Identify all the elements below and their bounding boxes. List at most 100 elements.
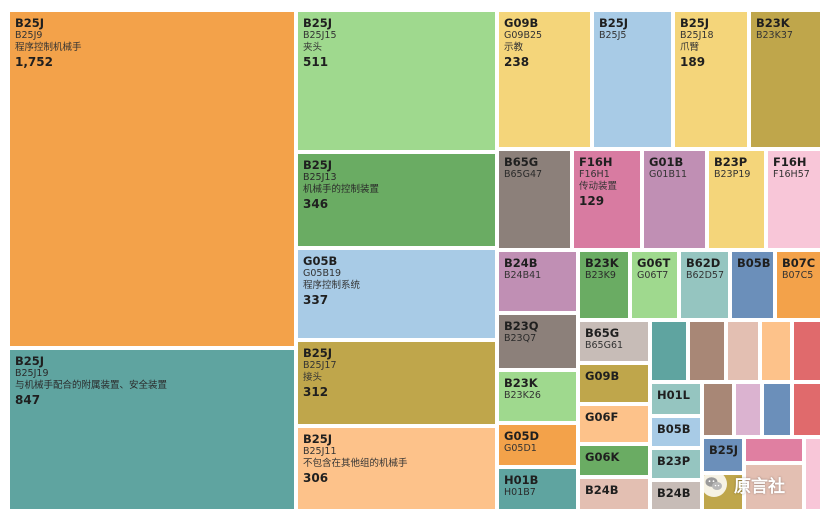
treemap-cell: B65G B65G61 (578, 320, 650, 363)
cell-value: 312 (303, 385, 329, 399)
treemap-cell (744, 437, 804, 463)
treemap-cell (650, 320, 688, 382)
cell-code-label: B23P19 (714, 169, 751, 180)
cell-value: 238 (504, 55, 530, 69)
cell-group-label: B24B (585, 483, 619, 497)
treemap-cell (702, 382, 734, 437)
treemap-cell: B24B (650, 480, 702, 511)
cell-code-label: G05B19 (303, 268, 342, 279)
cell-code-label: F16H57 (773, 169, 810, 180)
cell-group-label: B24B (657, 486, 691, 500)
cell-code-label: H01B7 (504, 487, 536, 498)
treemap-cell: B23K B23K26 (497, 370, 578, 423)
cell-code-label: B25J11 (303, 446, 337, 457)
cell-group-label: B25J (680, 16, 710, 30)
cell-group-label: B25J (303, 158, 333, 172)
cell-group-label: B23K (756, 16, 790, 30)
treemap-cell: B23P B23P19 (707, 149, 766, 250)
cell-description: 夹头 (303, 42, 323, 53)
cell-code-label: G01B11 (649, 169, 688, 180)
cell-group-label: B24B (504, 256, 538, 270)
treemap-cell: B23K B23K37 (749, 10, 822, 149)
treemap-cell: B25J B25J15 夹头 511 (296, 10, 497, 152)
watermark-text: 原言社 (734, 476, 785, 497)
treemap-cell: B05B (650, 416, 702, 448)
treemap-cell: B25J (702, 437, 744, 473)
cell-value: 129 (579, 194, 605, 208)
cell-group-label: B25J (709, 443, 739, 457)
treemap-cell: B23P (650, 448, 702, 480)
cell-code-label: F16H1 (579, 169, 610, 180)
cell-group-label: G01B (649, 155, 684, 169)
cell-code-label: B25J5 (599, 30, 627, 41)
wechat-icon (701, 471, 727, 497)
cell-code-label: B25J9 (15, 30, 43, 41)
treemap-cell (792, 320, 822, 382)
cell-code-label: B23K9 (585, 270, 616, 281)
cell-code-label: B23K37 (756, 30, 793, 41)
cell-group-label: B07C (782, 256, 816, 270)
treemap-cell: B25J B25J9 程序控制机械手 1,752 (8, 10, 296, 348)
cell-code-label: B25J19 (15, 368, 49, 379)
cell-group-label: B65G (504, 155, 539, 169)
treemap-cell: G05B G05B19 程序控制系统 337 (296, 248, 497, 340)
treemap-cell (726, 320, 760, 382)
cell-group-label: B23K (504, 376, 538, 390)
cell-value: 847 (15, 393, 41, 407)
cell-group-label: B23P (657, 454, 691, 468)
cell-description: 机械手的控制装置 (303, 184, 380, 195)
treemap-cell: B24B (578, 477, 650, 511)
treemap-cell: G05D G05D1 (497, 423, 578, 467)
treemap-cell (688, 320, 726, 382)
cell-group-label: H01B (504, 473, 539, 487)
treemap-cell: G09B G09B25 示教 238 (497, 10, 592, 149)
cell-group-label: B05B (737, 256, 771, 270)
cell-description: 传动装置 (579, 181, 618, 192)
cell-code-label: B24B41 (504, 270, 542, 281)
cell-group-label: G06T (637, 256, 671, 270)
cell-group-label: B05B (657, 422, 691, 436)
treemap-cell (804, 437, 822, 511)
treemap-cell: F16H F16H57 (766, 149, 822, 250)
cell-value: 511 (303, 55, 329, 69)
cell-group-label: F16H (579, 155, 613, 169)
cell-description: 程序控制机械手 (15, 42, 82, 53)
cell-group-label: G09B (585, 369, 620, 383)
cell-code-label: G06T7 (637, 270, 669, 281)
treemap-cell (744, 463, 804, 511)
treemap-cell: B25J B25J19 与机械手配合的附属装置、安全装置 847 (8, 348, 296, 511)
cell-group-label: B25J (599, 16, 629, 30)
cell-group-label: F16H (773, 155, 807, 169)
treemap-cell: G06T G06T7 (630, 250, 679, 320)
treemap-cell: G09B (578, 363, 650, 404)
treemap-cell: B07C B07C5 (775, 250, 822, 320)
cell-code-label: B07C5 (782, 270, 814, 281)
cell-group-label: B25J (303, 432, 333, 446)
treemap-cell: G06K (578, 444, 650, 477)
treemap-cell: H01L (650, 382, 702, 416)
treemap-cell: H01B H01B7 (497, 467, 578, 511)
cell-code-label: B25J17 (303, 360, 337, 371)
treemap-cell: B24B B24B41 (497, 250, 578, 313)
treemap-cell: G06F (578, 404, 650, 444)
cell-group-label: B62D (686, 256, 721, 270)
treemap-cell: B23K B23K9 (578, 250, 630, 320)
cell-code-label: B23Q7 (504, 333, 537, 344)
treemap-cell: G01B G01B11 (642, 149, 707, 250)
cell-value: 346 (303, 197, 329, 211)
treemap-cell: B25J B25J5 (592, 10, 673, 149)
cell-description: 程序控制系统 (303, 280, 361, 291)
cell-description: 接头 (303, 372, 323, 383)
cell-code-label: B25J15 (303, 30, 337, 41)
cell-code-label: B25J18 (680, 30, 714, 41)
cell-group-label: B23P (714, 155, 748, 169)
cell-value: 1,752 (15, 55, 53, 69)
treemap-cell: B25J B25J18 爪臂 189 (673, 10, 749, 149)
treemap-cell: B25J B25J11 不包含在其他组的机械手 306 (296, 426, 497, 511)
cell-group-label: G06K (585, 450, 620, 464)
treemap-cell (792, 382, 822, 437)
cell-group-label: B65G (585, 326, 620, 340)
cell-description: 与机械手配合的附属装置、安全装置 (15, 380, 168, 391)
treemap-cell: B62D B62D57 (679, 250, 730, 320)
